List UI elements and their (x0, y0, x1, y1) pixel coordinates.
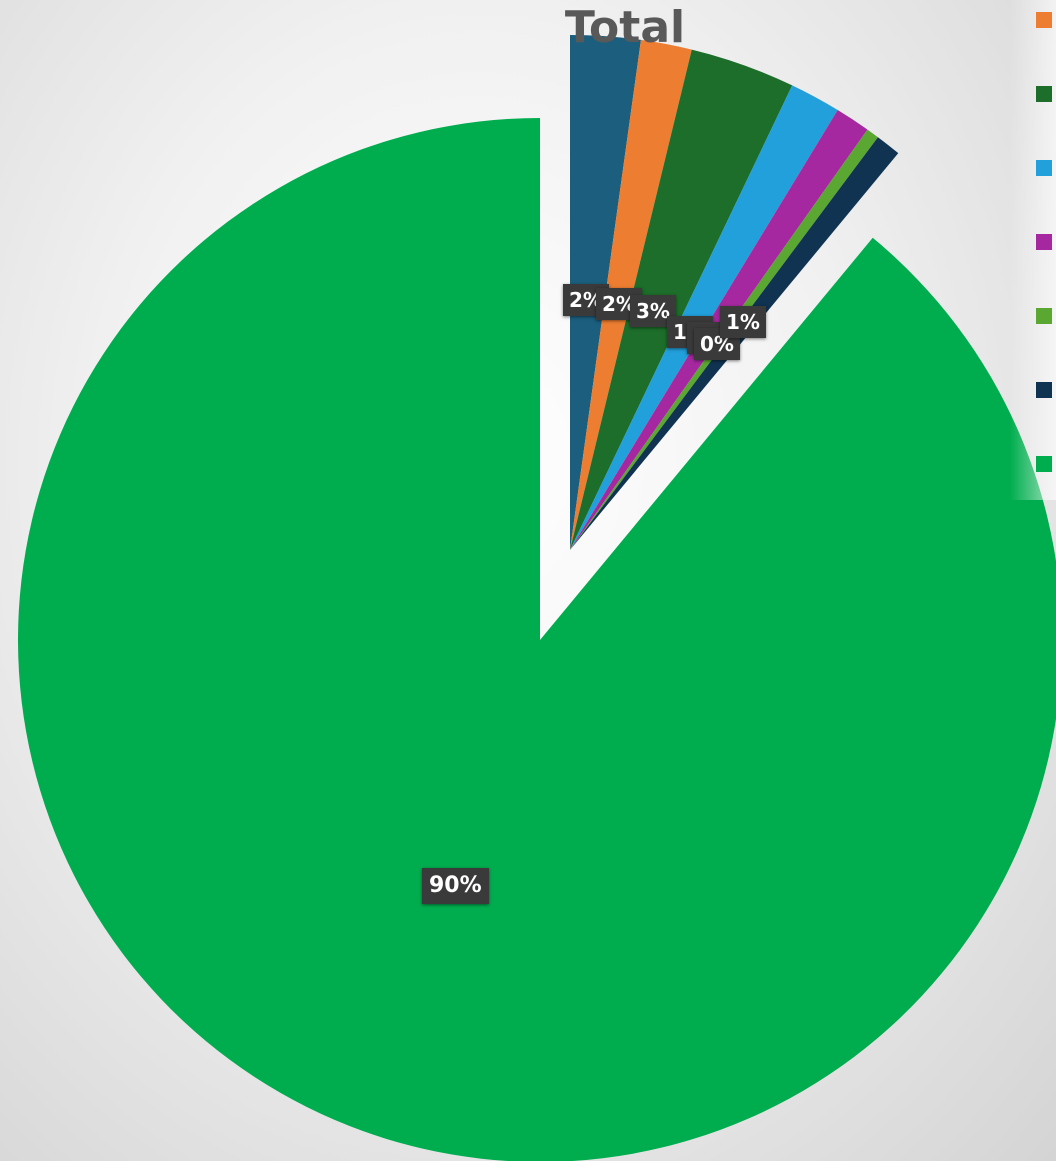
chart-title: Total (564, 2, 686, 53)
pie-slice-3 (570, 49, 793, 551)
legend-swatch-3 (1036, 160, 1052, 176)
legend-swatch-2 (1036, 86, 1052, 102)
legend-swatch-7 (1036, 456, 1052, 472)
legend-swatch-1 (1036, 12, 1052, 28)
legend-swatch-4 (1036, 234, 1052, 250)
legend-panel (1010, 0, 1056, 500)
legend-swatch-5 (1036, 308, 1052, 324)
pie-slice-8 (18, 118, 1056, 1161)
data-label-3: 3% (630, 295, 676, 327)
legend-swatch-6 (1036, 382, 1052, 398)
data-label-7: 1% (720, 306, 766, 338)
data-label-8: 90% (422, 868, 489, 904)
